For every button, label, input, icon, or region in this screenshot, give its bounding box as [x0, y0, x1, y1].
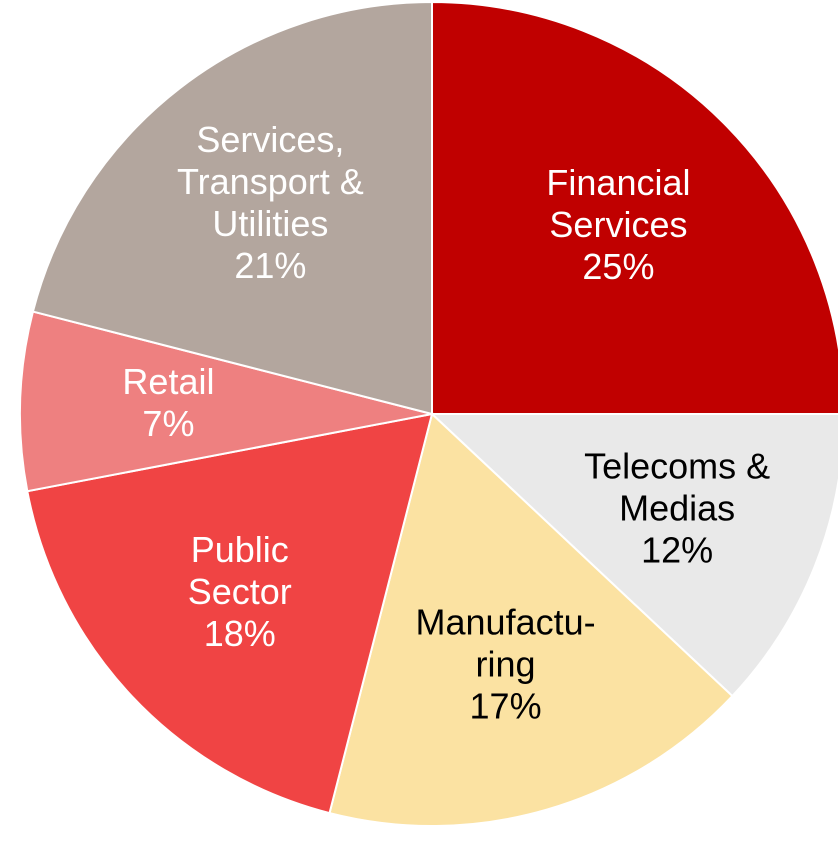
- pie-slice: [26, 412, 434, 815]
- slice-value-label: 25%: [582, 246, 654, 287]
- slice-label: Transport &: [177, 161, 364, 202]
- slice-label: Sector: [188, 571, 292, 612]
- slice-label: Services: [549, 204, 687, 245]
- slice-value-label: 12%: [641, 530, 713, 571]
- pie-slice: [19, 310, 433, 493]
- slice-value-label: 21%: [234, 245, 306, 286]
- slice-label: Medias: [619, 488, 735, 529]
- slice-value-label: 7%: [142, 403, 194, 444]
- pie-slice: [429, 413, 838, 698]
- slice-label: ring: [476, 644, 536, 685]
- pie-slice: [31, 0, 433, 416]
- pie-slice: [328, 412, 734, 827]
- slice-label: Manufactu-: [416, 602, 596, 643]
- slice-label: Financial: [546, 162, 690, 203]
- slice-value-label: 17%: [470, 686, 542, 727]
- slice-label: Retail: [122, 361, 214, 402]
- slice-label: Public: [191, 529, 289, 570]
- pie-slice: [431, 0, 838, 415]
- slice-label: Utilities: [212, 203, 328, 244]
- slice-label: Telecoms &: [584, 446, 770, 487]
- slice-value-label: 18%: [204, 613, 276, 654]
- slice-label: Services,: [196, 119, 344, 160]
